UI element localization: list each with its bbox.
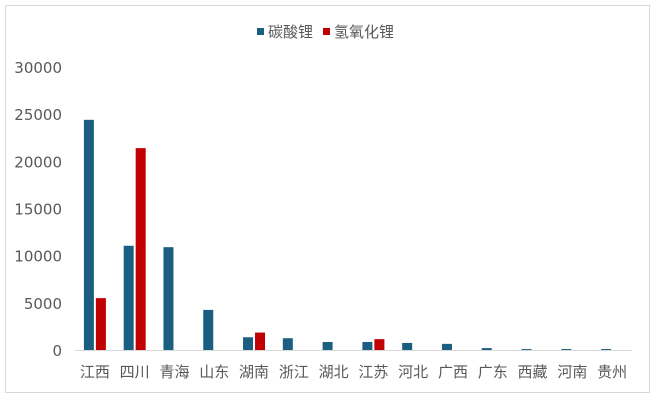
x-tick-label: 广东 [478, 363, 508, 381]
y-tick-label: 20000 [14, 153, 62, 171]
bar-lithium-carbonate [441, 343, 452, 350]
bar-lithium-carbonate [521, 349, 532, 350]
x-tick-label: 河南 [557, 363, 587, 381]
bar-lithium-carbonate [362, 341, 373, 350]
bar-lithium-carbonate [123, 245, 134, 350]
bar-lithium-carbonate [402, 342, 413, 350]
x-tick-label: 西藏 [518, 363, 548, 381]
legend-label: 碳酸锂 [268, 23, 313, 41]
y-tick-label: 5000 [24, 295, 62, 313]
bar-lithium-carbonate [322, 341, 333, 350]
x-tick-label: 广西 [438, 363, 468, 381]
bar-lithium-carbonate [203, 309, 214, 350]
x-tick-label: 贵州 [597, 363, 627, 381]
x-tick-label: 湖南 [239, 363, 269, 381]
y-tick-label: 10000 [14, 248, 62, 266]
bar-lithium-carbonate [561, 349, 572, 350]
bar-lithium-carbonate [282, 338, 293, 350]
y-tick-label: 0 [52, 342, 62, 360]
x-tick-label: 江西 [80, 363, 110, 381]
y-tick-label: 15000 [14, 201, 62, 219]
legend-swatch [323, 28, 330, 35]
bar-lithium-hydroxide [374, 339, 385, 350]
bar-lithium-carbonate [481, 348, 492, 350]
x-tick-label: 河北 [398, 363, 428, 381]
y-tick-label: 25000 [14, 106, 62, 124]
legend-swatch [257, 28, 264, 35]
bar-lithium-carbonate [83, 119, 94, 351]
bar-lithium-hydroxide [135, 148, 146, 350]
y-tick-label: 30000 [14, 59, 62, 77]
x-tick-label: 江苏 [358, 363, 388, 381]
x-tick-label: 四川 [120, 363, 150, 381]
chart-frame [5, 5, 650, 393]
bar-lithium-hydroxide [255, 332, 266, 350]
x-tick-label: 山东 [199, 363, 229, 381]
legend-label: 氢氧化锂 [334, 23, 394, 41]
x-tick-label: 浙江 [279, 363, 309, 381]
bar-lithium-hydroxide [95, 298, 106, 350]
bar-lithium-carbonate [601, 349, 612, 350]
x-tick-label: 青海 [159, 363, 189, 381]
x-tick-label: 湖北 [319, 363, 349, 381]
bar-lithium-carbonate [163, 247, 174, 350]
bar-lithium-carbonate [243, 337, 254, 350]
